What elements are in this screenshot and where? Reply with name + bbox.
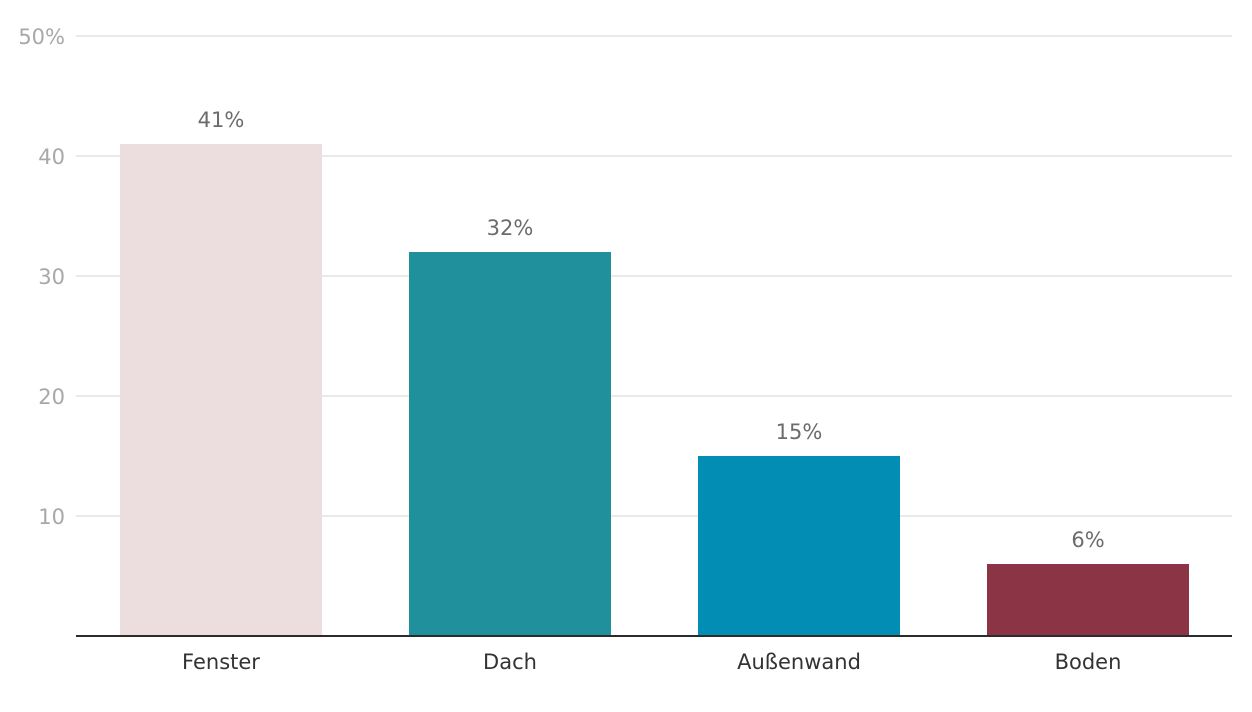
bars	[120, 144, 1189, 636]
bar-dach	[409, 252, 611, 636]
y-tick-label: 50%	[18, 25, 65, 49]
x-tick-label: Boden	[1055, 650, 1122, 674]
x-tick-label: Außenwand	[737, 650, 861, 674]
bar-fenster	[120, 144, 322, 636]
y-tick-label: 10	[38, 505, 65, 529]
data-labels: 41% 32% 15% 6%	[198, 108, 1105, 552]
x-tick-label: Dach	[483, 650, 537, 674]
y-tick-label: 20	[38, 385, 65, 409]
data-label: 6%	[1071, 528, 1104, 552]
x-axis: Fenster Dach Außenwand Boden	[76, 635, 1232, 674]
x-tick-label: Fenster	[182, 650, 260, 674]
y-axis: 10 20 30 40 50%	[18, 25, 65, 529]
data-label: 15%	[776, 420, 823, 444]
y-tick-label: 30	[38, 265, 65, 289]
bar-außenwand	[698, 456, 900, 636]
data-label: 41%	[198, 108, 245, 132]
data-label: 32%	[487, 216, 534, 240]
y-tick-label: 40	[38, 145, 65, 169]
bar-boden	[987, 564, 1189, 636]
